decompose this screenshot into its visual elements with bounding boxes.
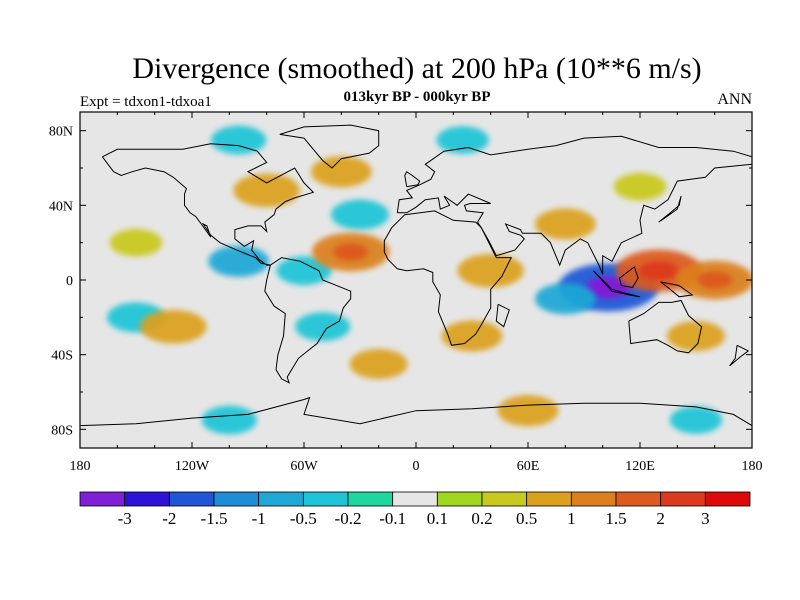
colorbar-label-12: 2 xyxy=(656,509,665,528)
y-tick-label-3: 40S xyxy=(51,349,73,364)
colorbar-swatch-5 xyxy=(302,491,349,507)
colorbar-label-8: 0.2 xyxy=(471,509,492,528)
experiment-label: Expt = tdxon1-tdxoa1 xyxy=(80,94,212,110)
colorbar-swatch-3 xyxy=(213,491,260,507)
anomaly-core-14 xyxy=(697,271,733,289)
anomaly-blob-12 xyxy=(457,253,524,288)
coastline-8 xyxy=(660,281,694,298)
anomaly-blob-4 xyxy=(276,256,332,286)
coastline-0 xyxy=(101,143,315,266)
colorbar-label-7: 0.1 xyxy=(427,509,448,528)
colorbar-label-13: 3 xyxy=(701,509,710,528)
anomaly-blob-17 xyxy=(310,156,372,188)
colorbar-label-5: -0.2 xyxy=(335,509,362,528)
colorbar-label-9: 0.5 xyxy=(516,509,537,528)
coastline-10 xyxy=(658,195,682,223)
colorbar-label-1: -2 xyxy=(162,509,176,528)
anomaly-blob-7 xyxy=(669,406,723,434)
anomaly-blob-9 xyxy=(211,125,267,155)
y-tick-label-4: 80S xyxy=(51,423,73,438)
coastline-1 xyxy=(279,124,380,169)
x-tick-label-3: 0 xyxy=(413,459,420,474)
anomaly-blob-15 xyxy=(140,309,207,344)
x-tick-label-5: 120E xyxy=(625,459,655,474)
coastline-7 xyxy=(619,266,639,289)
anomaly-blob-18 xyxy=(534,208,596,240)
anomaly-blob-24 xyxy=(613,172,667,201)
anomaly-blob-22 xyxy=(667,321,725,351)
y-tick-label-0: 80N xyxy=(49,125,73,140)
colorbar-swatch-1 xyxy=(124,491,170,507)
y-tick-label-1: 40N xyxy=(49,199,73,214)
anomaly-blob-19 xyxy=(441,320,503,352)
anomaly-blob-8 xyxy=(201,405,257,435)
anomaly-blob-6 xyxy=(295,312,351,342)
y-tick-label-2: 0 xyxy=(66,274,73,289)
coastline-12 xyxy=(495,303,510,328)
coastline-2 xyxy=(264,257,352,384)
colorbar-swatch-6 xyxy=(347,491,394,507)
anomaly-blob-16 xyxy=(233,173,300,208)
x-tick-label-6: 180 xyxy=(742,459,763,474)
coastline-3 xyxy=(383,210,513,346)
coastline-13 xyxy=(80,396,752,427)
anomaly-blob-10 xyxy=(436,126,489,154)
colorbar-label-2: -1.5 xyxy=(201,509,228,528)
anomaly-blob-1 xyxy=(534,283,596,315)
colorbar-swatch-8 xyxy=(436,491,483,507)
coastline-4 xyxy=(396,135,752,275)
colorbar-swatch-9 xyxy=(481,491,528,507)
colorbar-label-4: -0.5 xyxy=(290,509,317,528)
colorbar-label-0: -3 xyxy=(118,509,132,528)
axes: 180 120W 60W 0 60E 120E 180 80N 40N 0 40S 80S xyxy=(49,112,763,474)
chart-subtitle: 013kyr BP - 000kyr BP xyxy=(343,89,491,105)
anomaly-blob-2 xyxy=(331,199,389,230)
coastline-5 xyxy=(404,170,421,188)
colorbar-swatch-11 xyxy=(570,491,617,507)
x-tick-label-0: 180 xyxy=(70,459,91,474)
colorbar-label-6: -0.1 xyxy=(379,509,406,528)
coastline-6 xyxy=(592,270,641,298)
colorbar-swatch-0 xyxy=(79,491,126,507)
x-tick-label-2: 60W xyxy=(290,459,318,474)
colorbar-swatch-13 xyxy=(660,491,706,507)
coastline-9 xyxy=(628,299,703,354)
season-label: ANN xyxy=(717,91,752,108)
x-tick-label-4: 60E xyxy=(517,459,540,474)
x-tick-label-1: 120W xyxy=(175,459,210,474)
coastlines xyxy=(80,124,752,427)
colorbar-swatch-12 xyxy=(615,491,662,507)
colorbar-swatch-14 xyxy=(704,491,751,507)
colorbar-label-3: -1 xyxy=(252,509,266,528)
anomaly-blob-21 xyxy=(497,395,559,427)
colorbar-label-10: 1 xyxy=(567,509,576,528)
colorbar-swatch-7 xyxy=(392,491,438,507)
anomaly-blob-20 xyxy=(349,349,408,379)
colorbar-swatch-2 xyxy=(168,491,215,507)
coastline-11 xyxy=(729,344,750,367)
colorbar: -3 -2 -1.5 -1 -0.5 -0.2 -0.1 0.1 0.2 0.5 1 1.5 2 3 xyxy=(79,491,751,528)
anomaly-blob-23 xyxy=(109,228,163,257)
anomaly-core-11 xyxy=(333,243,369,261)
anomaly-core-13 xyxy=(639,261,679,281)
colorbar-label-11: 1.5 xyxy=(605,509,626,528)
colorbar-swatch-4 xyxy=(258,491,304,507)
colorbar-swatch-10 xyxy=(526,491,572,507)
chart-title: Divergence (smoothed) at 200 hPa (10**6 … xyxy=(132,52,702,85)
